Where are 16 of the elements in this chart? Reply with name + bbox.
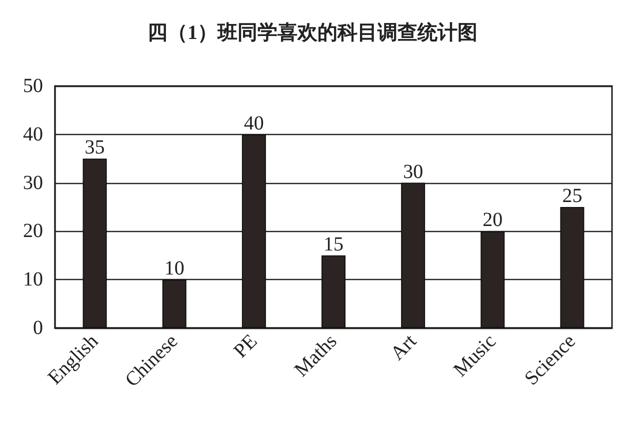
data-label: 35 [84,136,105,159]
y-tick-label: 50 [23,75,43,97]
data-label: 30 [403,160,424,183]
x-tick-label: PE [230,330,262,362]
data-label: 25 [562,185,582,207]
data-label: 20 [482,209,503,232]
chart-title: 四（1）班同学喜欢的科目调查统计图 [148,21,478,44]
data-label: 40 [244,112,264,134]
y-tick-label: 20 [23,220,43,242]
y-tick-label: 40 [23,123,43,146]
y-tick-label: 30 [23,172,43,194]
data-label: 10 [164,258,184,280]
x-tick-label: Art [386,330,422,365]
y-tick-label: 0 [33,317,43,339]
y-tick-label: 10 [23,268,43,291]
data-label: 15 [324,233,344,256]
